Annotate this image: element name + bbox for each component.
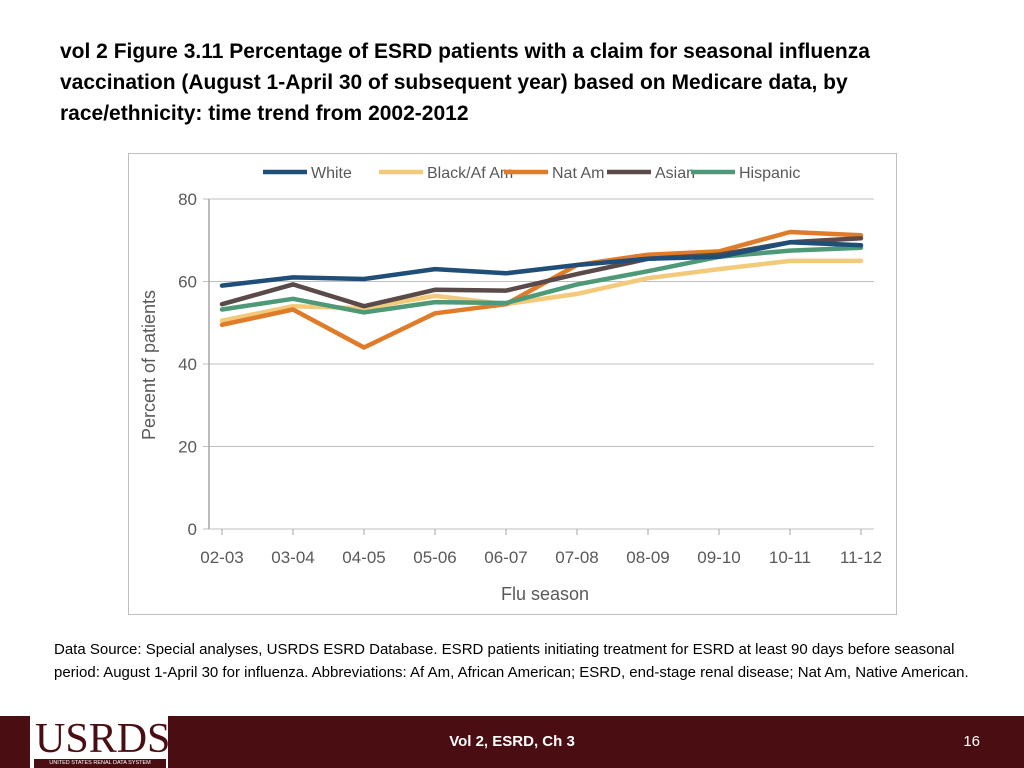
data-point [646,276,650,280]
x-tick-label: 11-12 [840,548,882,567]
data-point [646,269,650,273]
y-tick-label: 80 [178,190,197,209]
data-point [433,300,437,304]
data-point [788,259,792,263]
x-axis-title: Flu season [501,584,589,604]
page-number: 16 [963,733,980,750]
footer-chapter-label: Vol 2, ESRD, Ch 3 [449,733,575,750]
data-point [646,257,650,261]
data-point [717,249,721,253]
legend-label: Hispanic [739,165,800,182]
data-point [291,304,295,308]
x-tick-label: 09-10 [697,548,740,567]
logo-wordmark: USRDS [35,716,171,762]
data-point [788,249,792,253]
data-point [859,236,863,240]
data-point [788,230,792,234]
data-point [291,297,295,301]
legend-label: Asian [655,165,695,182]
data-source-note: Data Source: Special analyses, USRDS ESR… [54,641,969,681]
x-tick-label: 06-07 [484,548,527,567]
footer-bar [0,716,1024,768]
data-point [575,263,579,267]
usrds-logo: USRDS UNITED STATES RENAL DATA SYSTEM [30,716,171,768]
data-point [362,277,366,281]
legend-label: White [311,165,352,182]
y-axis-title: Percent of patients [139,290,159,440]
data-point [504,289,508,293]
data-point [291,282,295,286]
y-tick-label: 20 [178,438,197,457]
legend-label: Nat Am [552,165,604,182]
data-point [362,304,366,308]
series-line-hispanic [219,245,864,315]
data-point [646,253,650,257]
data-point [859,243,863,247]
data-point [362,346,366,349]
data-point [433,311,437,315]
data-point [575,282,579,286]
y-tick-label: 40 [178,355,197,374]
data-point [433,288,437,292]
x-tick-label: 10-11 [769,548,811,567]
data-point [433,294,437,298]
series-line-white [219,240,864,288]
y-tick-label: 0 [188,520,197,539]
data-point [220,323,224,327]
chart-frame: 0 20 40 60 80 02-03 03-04 04-05 05-06 06-07 07-08 0… [128,153,897,615]
x-tick-label: 04-05 [342,548,385,567]
logo-subtitle: UNITED STATES RENAL DATA SYSTEM [34,759,166,768]
line-chart: 0 20 40 60 80 02-03 03-04 04-05 05-06 06-07 07-08 0… [139,165,882,604]
data-point [788,240,792,244]
data-point [291,275,295,279]
data-point [220,302,224,306]
data-point [575,292,579,296]
x-tick-label: 07-08 [555,548,598,567]
data-point [433,267,437,271]
x-tick-label: 05-06 [413,548,456,567]
x-tick-label: 03-04 [271,548,314,567]
data-point [504,271,508,275]
data-point [717,267,721,271]
data-point [859,259,863,263]
legend-label: Black/Af Am [427,165,513,182]
slide-title: vol 2 Figure 3.11 Percentage of ESRD pat… [60,40,870,125]
data-point [504,301,508,305]
data-point [220,308,224,312]
data-point [717,255,721,259]
data-point [220,319,224,323]
data-point [575,272,579,276]
y-tick-label: 60 [178,273,197,292]
x-tick-label: 02-03 [200,548,243,567]
x-tick-label: 08-09 [626,548,669,567]
data-point [291,308,295,312]
data-point [362,310,366,314]
data-point [220,284,224,288]
